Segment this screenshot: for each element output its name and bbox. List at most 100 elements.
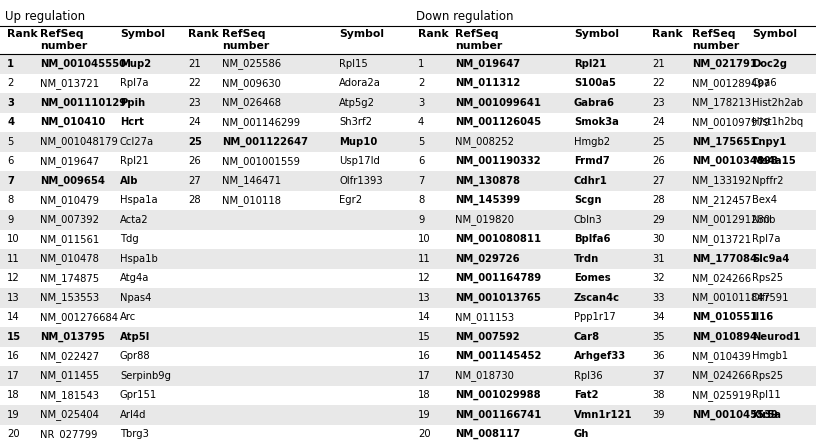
Text: 22: 22 — [652, 78, 665, 88]
Text: NM_026468: NM_026468 — [222, 97, 281, 108]
Text: Ms4a15: Ms4a15 — [752, 156, 796, 166]
Text: Car8: Car8 — [574, 332, 600, 342]
Bar — [0, 210, 816, 230]
Text: NM_133192: NM_133192 — [692, 175, 751, 186]
Bar — [0, 425, 816, 440]
Text: NM_013721: NM_013721 — [40, 78, 99, 89]
Text: NM_019647: NM_019647 — [455, 59, 520, 69]
Text: Fat2: Fat2 — [574, 390, 598, 400]
Text: Cdhr1: Cdhr1 — [574, 176, 608, 186]
Text: 5: 5 — [418, 137, 424, 147]
Text: 14: 14 — [7, 312, 20, 322]
Text: Gpr151: Gpr151 — [120, 390, 157, 400]
Text: Egr2: Egr2 — [339, 195, 362, 205]
Text: NM_001011847: NM_001011847 — [692, 292, 769, 303]
Text: NM_011455: NM_011455 — [40, 370, 99, 381]
Text: Trdn: Trdn — [574, 254, 599, 264]
Text: 15: 15 — [418, 332, 431, 342]
Text: Ppih: Ppih — [120, 98, 145, 108]
Bar — [0, 73, 816, 93]
Text: Ccl27a: Ccl27a — [120, 137, 154, 147]
Text: NM_001048179: NM_001048179 — [40, 136, 118, 147]
Text: Rpl11: Rpl11 — [752, 390, 781, 400]
Text: 12: 12 — [418, 273, 431, 283]
Bar — [0, 191, 816, 210]
Text: Rps25: Rps25 — [752, 371, 783, 381]
Text: 15: 15 — [7, 332, 21, 342]
Text: 32: 32 — [652, 273, 664, 283]
Text: 19: 19 — [7, 410, 20, 420]
Text: NM_001034898: NM_001034898 — [692, 156, 778, 166]
Text: 34: 34 — [652, 312, 664, 322]
Text: NM_011153: NM_011153 — [455, 312, 514, 323]
Text: NM_001289497: NM_001289497 — [692, 78, 770, 89]
Text: NM_174875: NM_174875 — [40, 273, 99, 284]
Text: Mup2: Mup2 — [120, 59, 151, 69]
Text: NM_010439: NM_010439 — [692, 351, 751, 362]
Text: 31: 31 — [652, 254, 664, 264]
Text: NM_212457: NM_212457 — [692, 195, 752, 206]
Text: NM_178213: NM_178213 — [692, 97, 751, 108]
Text: NM_008117: NM_008117 — [455, 429, 520, 440]
Text: 37: 37 — [652, 371, 664, 381]
Text: RefSeq
number: RefSeq number — [692, 29, 739, 51]
Text: Zscan4c: Zscan4c — [574, 293, 620, 303]
Text: NM_025919: NM_025919 — [692, 390, 752, 401]
Text: Symbol: Symbol — [120, 29, 165, 39]
Text: 35: 35 — [652, 332, 664, 342]
Text: 25: 25 — [652, 137, 665, 147]
Text: Rpl21: Rpl21 — [574, 59, 606, 69]
Bar — [0, 405, 816, 425]
Text: NM_001126045: NM_001126045 — [455, 117, 541, 128]
Text: Atp5l: Atp5l — [120, 332, 150, 342]
Text: NM_029726: NM_029726 — [455, 253, 520, 264]
Text: Bex4: Bex4 — [752, 195, 777, 205]
Text: NM_009654: NM_009654 — [40, 176, 105, 186]
Bar — [0, 151, 816, 171]
Text: 7: 7 — [7, 176, 14, 186]
Text: 8: 8 — [418, 195, 424, 205]
Text: 12: 12 — [7, 273, 20, 283]
Bar — [0, 366, 816, 385]
Text: 21: 21 — [188, 59, 201, 69]
Text: 23: 23 — [652, 98, 664, 108]
Text: Atp5g2: Atp5g2 — [339, 98, 375, 108]
Text: Hist1h2bq: Hist1h2bq — [752, 117, 803, 127]
Text: NM_024266: NM_024266 — [692, 273, 751, 284]
Text: NM_019820: NM_019820 — [455, 214, 514, 225]
Text: Arc: Arc — [120, 312, 136, 322]
Text: 30: 30 — [652, 234, 664, 244]
Text: Tdg: Tdg — [120, 234, 139, 244]
Text: 13: 13 — [418, 293, 431, 303]
Text: 14: 14 — [418, 312, 431, 322]
Text: S100a5: S100a5 — [574, 78, 616, 88]
Bar — [0, 327, 816, 347]
Text: Npffr2: Npffr2 — [752, 176, 783, 186]
Text: 8: 8 — [7, 195, 13, 205]
Text: Rpl7a: Rpl7a — [120, 78, 149, 88]
Text: NM_181543: NM_181543 — [40, 390, 99, 401]
Text: NM_010478: NM_010478 — [40, 253, 99, 264]
Text: NM_013721: NM_013721 — [692, 234, 751, 245]
Text: 26: 26 — [188, 156, 201, 166]
Text: Mup10: Mup10 — [339, 137, 377, 147]
Text: 20: 20 — [7, 429, 20, 439]
Text: NM_001110129: NM_001110129 — [40, 98, 126, 108]
Text: NM_001122647: NM_001122647 — [222, 136, 308, 147]
Text: 11: 11 — [418, 254, 431, 264]
Text: Gabra6: Gabra6 — [574, 98, 615, 108]
Text: 25: 25 — [188, 137, 202, 147]
Text: Tbrg3: Tbrg3 — [120, 429, 149, 439]
Text: Rps25: Rps25 — [752, 273, 783, 283]
Text: Bplfa6: Bplfa6 — [574, 234, 610, 244]
Text: Scgn: Scgn — [574, 195, 601, 205]
Text: 1: 1 — [418, 59, 424, 69]
Text: 9: 9 — [418, 215, 424, 225]
Text: 6: 6 — [418, 156, 424, 166]
Text: 13: 13 — [7, 293, 20, 303]
Text: 36: 36 — [652, 351, 664, 361]
Text: NM_001045539: NM_001045539 — [692, 410, 778, 420]
Text: 2: 2 — [7, 78, 13, 88]
Text: Hmgb2: Hmgb2 — [574, 137, 610, 147]
Text: Symbol: Symbol — [339, 29, 384, 39]
